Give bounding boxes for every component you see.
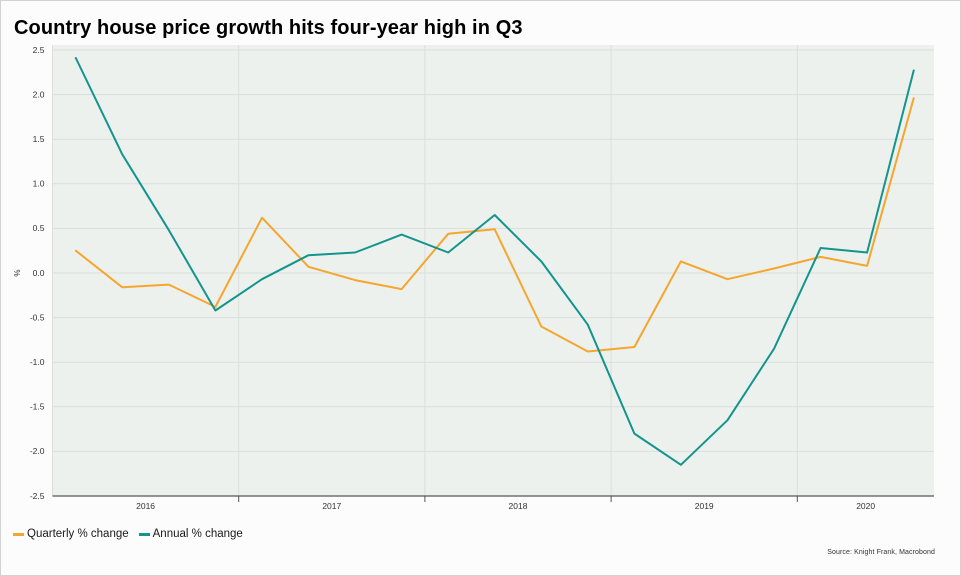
- quarterly-series-swatch: [13, 532, 24, 536]
- source-credit: Source: Knight Frank, Macrobond: [827, 549, 935, 556]
- legend-item-quarterly: Quarterly % change: [13, 528, 129, 540]
- y-tick-label: -2.0: [30, 446, 45, 456]
- y-tick-label: -1.0: [30, 357, 45, 367]
- y-tick-label: 0.0: [33, 268, 45, 278]
- x-tick-label: 2019: [695, 501, 714, 511]
- y-tick-label: 2.0: [33, 89, 45, 99]
- y-tick-label: 1.0: [33, 179, 45, 189]
- legend-label-annual: Annual % change: [152, 528, 243, 540]
- x-tick-label: 2020: [856, 501, 875, 511]
- plot-area: [52, 45, 934, 496]
- y-tick-label: 2.5: [33, 45, 45, 55]
- x-tick-label: 2018: [509, 501, 528, 511]
- legend: Quarterly % change Annual % change: [13, 526, 243, 542]
- y-axis-label: %: [13, 269, 22, 276]
- y-tick-label: -0.5: [30, 312, 45, 322]
- y-tick-label: 0.5: [33, 223, 45, 233]
- x-tick-label: 2016: [136, 501, 155, 511]
- chart-title: Country house price growth hits four-yea…: [14, 17, 523, 39]
- y-tick-label: -1.5: [30, 402, 45, 412]
- x-tick-label: 2017: [322, 501, 341, 511]
- y-tick-label: -2.5: [30, 491, 45, 501]
- annual-series-swatch: [138, 532, 150, 536]
- series-line-annual: [74, 57, 915, 466]
- legend-item-annual: Annual % change: [138, 528, 243, 540]
- y-tick-label: 1.5: [33, 134, 45, 144]
- series-line-quarterly: [74, 97, 915, 353]
- legend-label-quarterly: Quarterly % change: [27, 528, 129, 540]
